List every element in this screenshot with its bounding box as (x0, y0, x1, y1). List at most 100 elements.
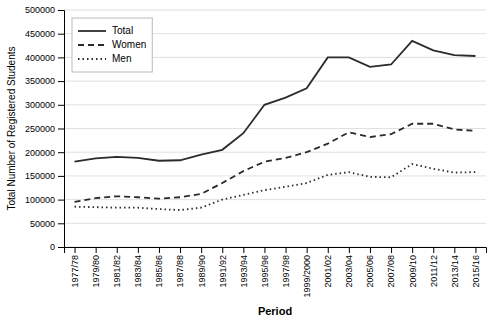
x-tick-label: 2003/04 (344, 255, 354, 288)
x-tick-mark (391, 247, 392, 253)
y-tick: 100000 (25, 195, 64, 205)
x-axis-line (65, 248, 487, 254)
grid-line (64, 104, 486, 105)
x-tick-label: 1977/78 (70, 255, 80, 288)
x-tick-mark (201, 247, 202, 253)
x-tick-label: 2009/10 (408, 255, 418, 288)
legend-item: Women (78, 39, 146, 50)
x-tick-label: 1987/88 (175, 255, 185, 288)
x-tick: 1991/92 (218, 247, 228, 288)
x-tick-mark (180, 247, 181, 253)
x-tick-label: 1999/2000 (302, 255, 312, 298)
y-tick: 450000 (25, 29, 64, 39)
x-tick: 1987/88 (175, 247, 185, 288)
y-tick-mark (58, 247, 64, 248)
y-tick-mark (58, 223, 64, 224)
x-tick-label: 1989/90 (197, 255, 207, 288)
y-tick: 200000 (25, 148, 64, 158)
x-tick-label: 1991/92 (218, 255, 228, 288)
x-tick: 1989/90 (197, 247, 207, 288)
y-tick-mark (58, 105, 64, 106)
x-tick-label: 1993/94 (239, 255, 249, 288)
x-tick: 2003/04 (344, 247, 354, 288)
y-tick-mark (58, 152, 64, 153)
x-tick-label: 1983/84 (133, 255, 143, 288)
y-tick-mark (58, 200, 64, 201)
plot: 1977/781979/801981/821983/841985/861987/… (25, 5, 487, 297)
legend-box (72, 18, 152, 72)
y-tick-label: 400000 (25, 53, 55, 63)
y-tick-label: 150000 (25, 171, 55, 181)
x-tick-mark (264, 247, 265, 253)
x-tick-mark (370, 247, 371, 253)
x-tick-label: 2015/16 (471, 255, 481, 288)
x-tick-label: 1995/96 (260, 255, 270, 288)
x-tick-mark (159, 247, 160, 253)
x-tick-label: 2001/02 (323, 255, 333, 288)
y-tick-label: 250000 (25, 124, 55, 134)
x-tick-label: 2013/14 (450, 255, 460, 288)
grid-line (64, 175, 486, 176)
y-tick-label: 0 (50, 242, 55, 252)
x-tick-label: 2011/12 (429, 255, 439, 287)
x-tick-label: 1981/82 (112, 255, 122, 288)
legend-item: Total (78, 25, 133, 36)
x-tick: 2001/02 (323, 247, 333, 288)
x-tick-mark (475, 247, 476, 253)
y-tick-mark (58, 10, 64, 11)
series-line (75, 164, 476, 210)
x-tick-mark (75, 247, 76, 253)
x-tick: 1979/80 (91, 247, 101, 288)
x-tick-label: 1979/80 (91, 255, 101, 288)
y-tick-mark (58, 34, 64, 35)
y-tick: 300000 (25, 100, 64, 110)
y-tick: 500000 (25, 5, 64, 15)
y-tick-label: 50000 (30, 219, 55, 229)
grid-line (64, 128, 486, 129)
y-tick: 50000 (30, 219, 64, 229)
x-tick-label: 1997/98 (281, 255, 291, 288)
x-tick-mark (412, 247, 413, 253)
y-tick-label: 350000 (25, 76, 55, 86)
x-tick: 1993/94 (239, 247, 249, 288)
x-tick-mark (96, 247, 97, 253)
x-tick-mark (328, 247, 329, 253)
y-tick: 400000 (25, 53, 64, 63)
y-tick: 250000 (25, 124, 64, 134)
y-tick: 350000 (25, 76, 64, 86)
y-tick-mark (58, 81, 64, 82)
x-tick-mark (243, 247, 244, 253)
y-axis-line (58, 11, 65, 248)
y-axis-title: Total Number of Registered Students (6, 47, 17, 211)
x-tick-mark (433, 247, 434, 253)
x-tick: 1977/78 (70, 247, 80, 288)
x-tick-label: 2005/06 (365, 255, 375, 288)
x-tick: 2011/12 (429, 247, 439, 287)
x-tick: 2015/16 (471, 247, 481, 288)
x-tick: 1999/2000 (302, 247, 312, 298)
x-tick: 2007/08 (386, 247, 396, 288)
y-tick: 150000 (25, 171, 64, 181)
legend-swatch (78, 44, 106, 46)
x-tick: 2013/14 (450, 247, 460, 288)
legend-label: Women (112, 39, 146, 50)
series-line (75, 124, 476, 202)
x-tick-mark (307, 247, 308, 253)
x-tick: 1981/82 (112, 247, 122, 288)
grid-line (64, 199, 486, 200)
legend-label: Men (112, 53, 131, 64)
x-tick: 1995/96 (260, 247, 270, 288)
x-tick-mark (138, 247, 139, 253)
x-tick-mark (117, 247, 118, 253)
y-tick-label: 500000 (25, 5, 55, 15)
grid-line (64, 81, 486, 82)
x-tick: 1983/84 (133, 247, 143, 288)
x-tick-mark (454, 247, 455, 253)
y-tick-mark (58, 129, 64, 130)
x-tick: 2009/10 (408, 247, 418, 288)
y-tick-mark (58, 176, 64, 177)
y-tick-label: 100000 (25, 195, 55, 205)
y-tick-mark (58, 57, 64, 58)
grid-line (64, 152, 486, 153)
legend: Total Women Men (72, 18, 152, 72)
